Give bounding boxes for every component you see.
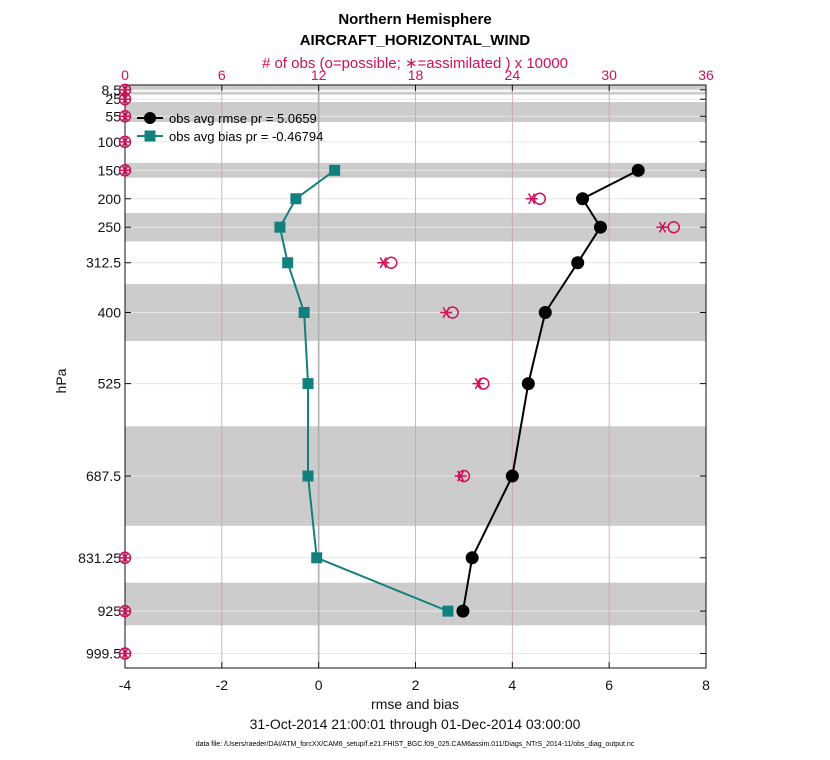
obs-assimilated-marker-12 xyxy=(119,605,131,617)
rmse-point-6 xyxy=(505,469,519,483)
x-axis-label: rmse and bias xyxy=(371,696,459,712)
y-tick-label-9: 525 xyxy=(98,376,122,392)
obs-assimilated-marker-8 xyxy=(440,306,453,319)
legend-label-1: obs avg bias pr = -0.46794 xyxy=(169,129,323,144)
rmse-point-5 xyxy=(521,377,535,391)
y-tick-label-0: 8.5 xyxy=(102,82,122,98)
chart-title: Northern Hemisphere xyxy=(338,11,491,28)
obs-assimilated-marker-2 xyxy=(119,110,131,122)
x-tick-label-2: 0 xyxy=(315,677,323,693)
obs-assimilated-marker-9 xyxy=(472,378,485,390)
obs-assimilated-marker-7 xyxy=(377,257,390,269)
obs-assimilated-marker-11 xyxy=(119,552,131,564)
top-tick-label-6: 36 xyxy=(698,67,714,83)
y-tick-label-2: 55 xyxy=(105,108,121,124)
x-tick-label-5: 6 xyxy=(605,677,613,693)
bias-point-1 xyxy=(290,193,302,205)
top-tick-label-0: 0 xyxy=(121,67,129,83)
bias-point-6 xyxy=(302,470,314,482)
y-tick-label-12: 925 xyxy=(98,603,122,619)
obs-assimilated-marker-3 xyxy=(119,136,131,148)
top-tick-label-3: 18 xyxy=(408,67,424,83)
rmse-point-3 xyxy=(571,256,585,270)
date-range: 31-Oct-2014 21:00:01 through 01-Dec-2014… xyxy=(250,716,581,732)
obs-assimilated-marker-4 xyxy=(119,164,131,176)
y-tick-label-7: 312.5 xyxy=(86,255,121,271)
y-tick-label-1: 25 xyxy=(105,91,121,107)
obs-assimilated-marker-1 xyxy=(119,93,131,105)
obs-assimilated-marker-5 xyxy=(525,193,538,205)
y-tick-label-4: 150 xyxy=(98,162,122,178)
bias-point-3 xyxy=(282,257,294,269)
y-tick-label-11: 831.25 xyxy=(78,550,121,566)
plot-area: -4 -2 0 2 4 6 80 6 12 18 24 30 368.52555100150200250… xyxy=(78,67,714,693)
legend: obs avg rmse pr = 5.0659 obs avg bias pr … xyxy=(137,111,323,144)
obs-assimilated-marker-6 xyxy=(656,221,669,233)
x-tick-label-1: -2 xyxy=(216,677,229,693)
rmse-point-8 xyxy=(456,604,470,618)
y-tick-label-8: 400 xyxy=(98,305,122,321)
rmse-point-7 xyxy=(465,551,479,565)
bias-point-5 xyxy=(302,378,314,390)
x-tick-label-6: 8 xyxy=(702,677,710,693)
x-tick-label-0: -4 xyxy=(119,677,132,693)
bias-point-4 xyxy=(298,307,310,319)
y-tick-label-10: 687.5 xyxy=(86,468,121,484)
data-file-footnote: data file: /Users/raeder/DAI/ATM_forcXX/… xyxy=(196,741,635,748)
top-tick-label-4: 24 xyxy=(505,67,521,83)
bias-point-0 xyxy=(329,164,341,176)
y-tick-label-13: 999.5 xyxy=(86,645,121,661)
obs-assimilated-marker-10 xyxy=(454,470,467,482)
obs-assimilated-marker-13 xyxy=(119,647,131,660)
chart-subtitle: AIRCRAFT_HORIZONTAL_WIND xyxy=(300,32,531,49)
legend-marker-rmse xyxy=(144,112,156,124)
y-tick-label-3: 100 xyxy=(98,134,122,150)
bias-point-2 xyxy=(274,221,286,233)
obs-assimilated-marker-0 xyxy=(119,84,131,96)
y-tick-label-6: 250 xyxy=(98,219,122,235)
y-tick-label-5: 200 xyxy=(98,191,122,207)
legend-marker-bias xyxy=(144,130,156,142)
bias-point-8 xyxy=(442,605,454,617)
rmse-point-1 xyxy=(576,192,590,206)
rmse-point-2 xyxy=(593,220,607,234)
top-axis-label: # of obs (o=possible; ∗=assimilated ) x … xyxy=(262,55,568,72)
bias-point-7 xyxy=(311,552,323,564)
rmse-point-0 xyxy=(631,163,645,177)
y-axis-label: hPa xyxy=(53,368,69,393)
x-tick-label-4: 4 xyxy=(508,677,516,693)
top-tick-label-1: 6 xyxy=(218,67,226,83)
top-tick-label-5: 30 xyxy=(601,67,617,83)
top-tick-label-2: 12 xyxy=(311,67,327,83)
legend-label-0: obs avg rmse pr = 5.0659 xyxy=(169,111,317,126)
rmse-point-4 xyxy=(538,306,552,320)
x-tick-label-3: 2 xyxy=(412,677,420,693)
